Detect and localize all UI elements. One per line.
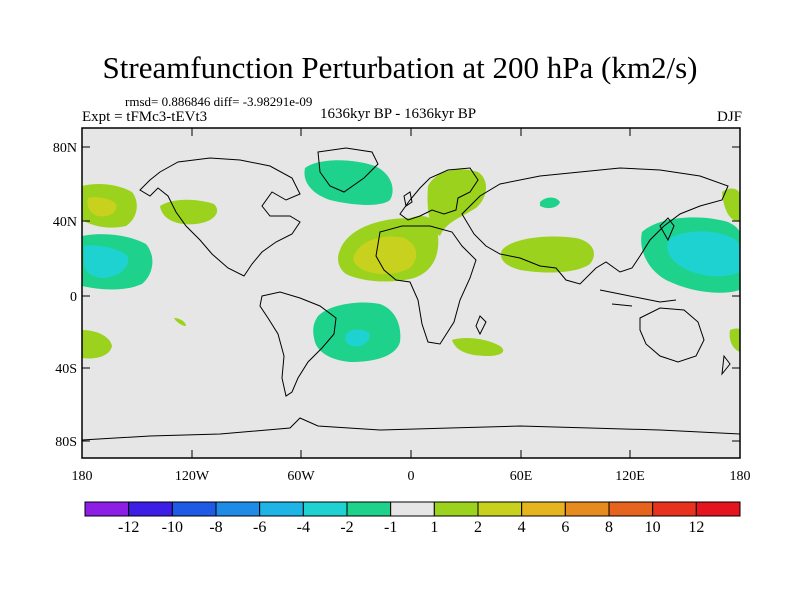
colorbar-labels: -12 -10 -8 -6 -4 -2 -1 1 2 4 6 8 10 12 [118,519,704,536]
region-satl-neg-core [345,329,370,347]
region-asia-pos [500,236,594,273]
coast-australia [639,307,705,363]
lon-label-120e: 120E [615,469,645,484]
colorbar-label: -10 [162,519,183,536]
colorbar-label: 4 [518,519,526,536]
colorbar-label: -8 [209,519,222,536]
colorbar-box [695,501,741,517]
lat-label-0: 0 [70,290,77,305]
colorbar-box [521,501,566,517]
colorbar-label: 6 [561,519,569,536]
colorbar-box [302,501,348,517]
coast-japan [659,217,675,242]
colorbar-box [608,501,654,517]
colorbar-label: 1 [430,519,438,536]
colorbar-box [652,501,697,517]
lat-label-80s: 80S [55,435,77,450]
coastlines [81,147,741,441]
colorbar-label: -1 [384,519,397,536]
lon-label-180w: 180 [72,469,93,484]
colorbar-label: -4 [297,519,310,536]
region-africa-pos-core [353,236,417,274]
coast-south-america [259,291,337,397]
period-label: 1636kyr BP - 1636kyr BP [320,106,477,122]
experiment-label: Expt = tFMc3-tEVt3 [82,109,208,125]
coast-uk [403,191,413,207]
colorbar-box [171,501,217,517]
lat-label-80n: 80N [53,141,77,156]
lon-label-60w: 60W [287,469,315,484]
region-sind-pos [452,338,504,356]
region-np-west-pos-core [87,197,117,217]
colorbar-label: -12 [118,519,139,536]
region-nwp-pos [722,188,740,222]
colorbar [84,501,741,517]
colorbar-box [346,501,392,517]
lon-label-180e: 180 [730,469,751,484]
colorbar-label: 12 [688,519,704,536]
region-sp-sliver [174,318,186,326]
region-sp-east-pos [729,328,740,352]
region-sp-west-pos [82,330,112,359]
season-label: DJF [716,109,742,125]
coast-africa [375,225,477,345]
colorbar-label: 10 [645,519,661,536]
coast-greenland [317,147,379,193]
coast-north-america [139,157,301,277]
colorbar-box [564,501,610,517]
map-background [82,128,740,458]
lat-labels: 80N 40N 0 40S 80S [53,141,77,450]
lat-label-40n: 40N [53,215,77,230]
chart-title: Streamfunction Perturbation at 200 hPa (… [102,50,698,85]
coast-antarctica [81,417,741,441]
coast-nz [721,354,731,376]
colorbar-box [390,501,435,517]
colorbar-box [259,501,304,517]
lon-label-0: 0 [408,469,415,484]
colorbar-box [128,501,173,517]
coast-madagascar [475,315,487,336]
colorbar-label: -2 [340,519,353,536]
colorbar-box [433,501,479,517]
region-nwp-neg-core [667,231,740,277]
colorbar-box [215,501,261,517]
axis-ticks [81,128,741,458]
coast-asia [461,167,729,285]
region-cp-neg-core [84,245,129,278]
colorbar-box [477,501,523,517]
coast-indonesia [599,289,677,307]
stats-text: rmsd= 0.886846 diff= -3.98291e-09 [125,94,313,109]
colorbar-label: 2 [474,519,482,536]
contour-fills [82,160,740,362]
region-alaska-pos [160,199,218,225]
colorbar-box [84,501,130,517]
colorbar-label: 8 [605,519,613,536]
colorbar-label: -6 [253,519,266,536]
coast-europe [399,167,479,221]
lon-labels: 180 120W 60W 0 60E 120E 180 [72,469,751,484]
lon-label-120w: 120W [175,469,210,484]
region-caspian-pos [540,197,560,209]
lon-label-60e: 60E [510,469,533,484]
lat-label-40s: 40S [55,362,77,377]
